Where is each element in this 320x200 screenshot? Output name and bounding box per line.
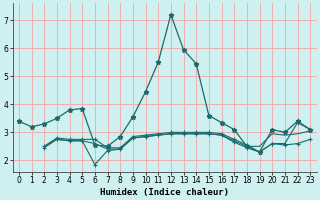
X-axis label: Humidex (Indice chaleur): Humidex (Indice chaleur) bbox=[100, 188, 229, 197]
